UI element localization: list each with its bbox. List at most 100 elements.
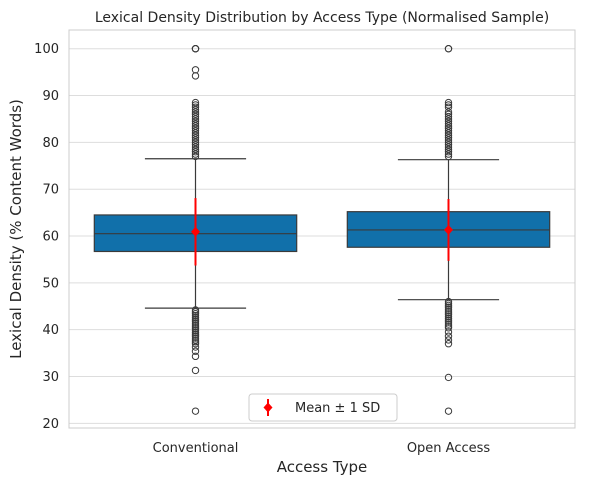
outlier-point — [444, 297, 453, 306]
outlier-point — [444, 131, 453, 140]
outlier-point — [191, 103, 200, 111]
outlier-point — [191, 336, 200, 344]
outlier-point — [191, 72, 200, 80]
legend-label: Mean ± 1 SD — [295, 401, 380, 416]
outlier-point — [444, 110, 453, 118]
y-tick-label: 60 — [42, 230, 59, 245]
outlier-point — [191, 136, 200, 144]
outlier-point — [191, 352, 200, 361]
outlier-point — [191, 141, 200, 149]
outlier-point — [191, 145, 200, 154]
y-tick-label: 90 — [42, 89, 59, 104]
outlier-point — [444, 126, 453, 135]
outlier-point — [191, 340, 200, 348]
outlier-point — [191, 133, 200, 142]
outlier-point — [444, 336, 453, 344]
outlier-point — [444, 324, 453, 332]
mean-marker — [191, 226, 200, 237]
outlier-point — [444, 124, 453, 133]
outlier-point — [444, 316, 453, 325]
x-tick-label: Conventional — [153, 441, 239, 456]
outlier-point — [444, 108, 453, 116]
outlier-point — [191, 332, 200, 340]
outlier-point — [444, 138, 453, 147]
outlier-point — [191, 117, 200, 126]
outlier-point — [191, 45, 200, 53]
outlier-point — [191, 306, 200, 314]
outlier-point — [444, 407, 453, 415]
outlier-point — [191, 325, 200, 333]
outlier-point — [191, 319, 200, 327]
y-axis-label: Lexical Density (% Content Words) — [7, 99, 25, 359]
outlier-point — [191, 308, 200, 316]
outlier-point — [444, 314, 453, 323]
outlier-point — [444, 133, 453, 142]
outlier-point — [191, 148, 200, 156]
y-tick-label: 80 — [42, 136, 59, 151]
y-tick-label: 40 — [42, 323, 59, 338]
outlier-point — [444, 328, 453, 336]
outlier-point — [191, 143, 200, 151]
outlier-point — [444, 112, 453, 121]
x-tick-label: Open Access — [407, 441, 491, 456]
outlier-point — [191, 366, 200, 375]
outlier-point — [444, 307, 453, 315]
outlier-point — [191, 110, 200, 118]
outlier-point — [191, 317, 200, 325]
outlier-point — [191, 105, 200, 114]
outlier-point — [191, 98, 200, 107]
y-tick-label: 20 — [42, 417, 59, 432]
outlier-point — [444, 340, 453, 348]
outlier-point — [191, 343, 200, 351]
outlier-point — [444, 129, 453, 137]
legend: Mean ± 1 SD — [248, 393, 398, 422]
outlier-point — [191, 124, 200, 133]
outlier-point — [191, 330, 200, 339]
outlier-point — [444, 305, 453, 313]
outlier-point — [444, 115, 453, 123]
outlier-point — [444, 150, 453, 158]
outlier-point — [444, 141, 453, 149]
outlier-point — [444, 310, 453, 319]
outlier-point — [444, 148, 453, 156]
tick-labels: 20 30 40 50 60 70 80 90 100 Conventional Open Acce… — [34, 42, 490, 456]
outlier-point — [444, 117, 453, 126]
outlier-point — [191, 131, 200, 140]
outlier-point — [444, 303, 453, 311]
outlier-point — [191, 326, 200, 335]
outlier-point — [191, 119, 200, 128]
outlier-point — [191, 311, 200, 320]
outlier-point — [191, 152, 200, 161]
outlier-point — [191, 138, 200, 147]
plot-area — [68, 29, 576, 429]
x-axis-label: Access Type — [277, 458, 368, 476]
outlier-point — [444, 45, 453, 53]
outlier-point — [191, 112, 200, 121]
outlier-point — [191, 310, 200, 318]
y-tick-label: 70 — [42, 183, 59, 198]
chart-title: Lexical Density Distribution by Access T… — [95, 10, 549, 26]
mean-marker — [444, 224, 453, 235]
outlier-point — [444, 301, 453, 310]
outlier-point — [191, 338, 200, 346]
outlier-point — [444, 98, 453, 107]
outlier-point — [191, 347, 200, 355]
outlier-point — [444, 318, 453, 326]
outlier-point — [191, 321, 200, 329]
legend-frame — [248, 393, 398, 422]
y-tick-label: 100 — [34, 42, 59, 57]
outlier-point — [191, 315, 200, 324]
legend-diamond-marker — [263, 402, 273, 413]
outlier-point — [191, 115, 200, 123]
outlier-point — [444, 101, 453, 109]
outlier-point — [444, 136, 453, 144]
outlier-point — [191, 101, 200, 109]
outlier-point — [191, 313, 200, 322]
outlier-point — [191, 328, 200, 337]
outlier-point — [444, 152, 453, 161]
outlier-point — [444, 103, 453, 111]
outlier-point — [444, 122, 453, 130]
outlier-point — [444, 143, 453, 151]
outlier-point — [444, 312, 453, 321]
